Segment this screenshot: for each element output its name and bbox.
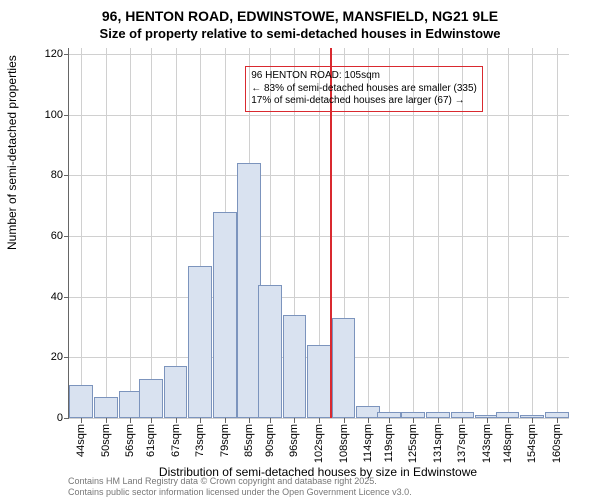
ytick-mark <box>64 175 69 176</box>
gridline-vertical <box>106 48 107 418</box>
ytick-label: 40 <box>51 291 63 303</box>
xtick-label: 67sqm <box>170 424 182 457</box>
histogram-bar <box>332 318 356 418</box>
xtick-label: 148sqm <box>502 424 514 463</box>
xtick-label: 96sqm <box>288 424 300 457</box>
annotation-line3: 17% of semi-detached houses are larger (… <box>251 95 477 108</box>
xtick-mark <box>81 418 82 423</box>
xtick-mark <box>344 418 345 423</box>
ytick-mark <box>64 297 69 298</box>
gridline-vertical <box>557 48 558 418</box>
xtick-label: 56sqm <box>124 424 136 457</box>
xtick-label: 85sqm <box>243 424 255 457</box>
gridline-vertical <box>532 48 533 418</box>
gridline-vertical <box>487 48 488 418</box>
plot-area: 02040608010012044sqm50sqm56sqm61sqm67sqm… <box>68 48 569 419</box>
histogram-bar <box>377 412 401 418</box>
xtick-label: 114sqm <box>362 424 374 462</box>
histogram-bar <box>213 212 237 418</box>
gridline-vertical <box>81 48 82 418</box>
histogram-bar <box>258 285 282 418</box>
histogram-bar <box>69 385 93 418</box>
xtick-label: 154sqm <box>526 424 538 463</box>
y-axis-label: Number of semi-detached properties <box>5 55 19 250</box>
xtick-mark <box>462 418 463 423</box>
xtick-mark <box>249 418 250 423</box>
xtick-mark <box>130 418 131 423</box>
chart-title-main: 96, HENTON ROAD, EDWINSTOWE, MANSFIELD, … <box>0 8 600 24</box>
histogram-bar <box>451 412 475 418</box>
ytick-label: 80 <box>51 169 63 181</box>
xtick-mark <box>532 418 533 423</box>
gridline-vertical <box>151 48 152 418</box>
ytick-mark <box>64 357 69 358</box>
xtick-label: 61sqm <box>145 424 157 457</box>
xtick-label: 102sqm <box>313 424 325 463</box>
histogram-bar <box>94 397 118 418</box>
xtick-mark <box>294 418 295 423</box>
footer-attribution: Contains HM Land Registry data © Crown c… <box>68 476 412 498</box>
xtick-label: 137sqm <box>456 424 468 463</box>
xtick-mark <box>413 418 414 423</box>
histogram-bar <box>496 412 520 418</box>
xtick-mark <box>557 418 558 423</box>
ytick-mark <box>64 418 69 419</box>
xtick-label: 108sqm <box>338 424 350 463</box>
xtick-mark <box>508 418 509 423</box>
xtick-label: 160sqm <box>551 424 563 463</box>
ytick-label: 120 <box>45 48 63 60</box>
chart-container: 96, HENTON ROAD, EDWINSTOWE, MANSFIELD, … <box>0 0 600 500</box>
xtick-label: 73sqm <box>194 424 206 457</box>
histogram-bar <box>139 379 163 418</box>
ytick-label: 100 <box>45 109 63 121</box>
annotation-line2: ← 83% of semi-detached houses are smalle… <box>251 83 477 96</box>
histogram-bar <box>401 412 425 418</box>
histogram-bar <box>426 412 450 418</box>
gridline-vertical <box>508 48 509 418</box>
histogram-bar <box>188 266 212 418</box>
xtick-label: 125sqm <box>407 424 419 463</box>
footer-line2: Contains public sector information licen… <box>68 487 412 498</box>
xtick-label: 131sqm <box>432 424 444 463</box>
footer-line1: Contains HM Land Registry data © Crown c… <box>68 476 412 487</box>
xtick-mark <box>487 418 488 423</box>
ytick-label: 0 <box>57 412 63 424</box>
annotation-line1: 96 HENTON ROAD: 105sqm <box>251 70 477 83</box>
histogram-bar <box>283 315 307 418</box>
gridline-vertical <box>176 48 177 418</box>
xtick-label: 79sqm <box>219 424 231 457</box>
histogram-bar <box>164 366 188 418</box>
xtick-label: 44sqm <box>75 424 87 457</box>
ytick-mark <box>64 115 69 116</box>
xtick-mark <box>389 418 390 423</box>
xtick-mark <box>151 418 152 423</box>
ytick-label: 60 <box>51 230 63 242</box>
histogram-bar <box>520 415 544 418</box>
ytick-label: 20 <box>51 351 63 363</box>
ytick-mark <box>64 236 69 237</box>
ytick-mark <box>64 54 69 55</box>
xtick-mark <box>368 418 369 423</box>
xtick-label: 50sqm <box>100 424 112 457</box>
xtick-mark <box>438 418 439 423</box>
xtick-mark <box>176 418 177 423</box>
xtick-mark <box>225 418 226 423</box>
xtick-mark <box>106 418 107 423</box>
chart-title-sub: Size of property relative to semi-detach… <box>0 26 600 41</box>
histogram-bar <box>545 412 569 418</box>
xtick-label: 119sqm <box>383 424 395 462</box>
gridline-vertical <box>130 48 131 418</box>
xtick-label: 90sqm <box>264 424 276 457</box>
xtick-mark <box>200 418 201 423</box>
xtick-mark <box>319 418 320 423</box>
histogram-bar <box>307 345 331 418</box>
xtick-label: 143sqm <box>481 424 493 463</box>
annotation-box: 96 HENTON ROAD: 105sqm ← 83% of semi-det… <box>245 66 483 112</box>
xtick-mark <box>270 418 271 423</box>
